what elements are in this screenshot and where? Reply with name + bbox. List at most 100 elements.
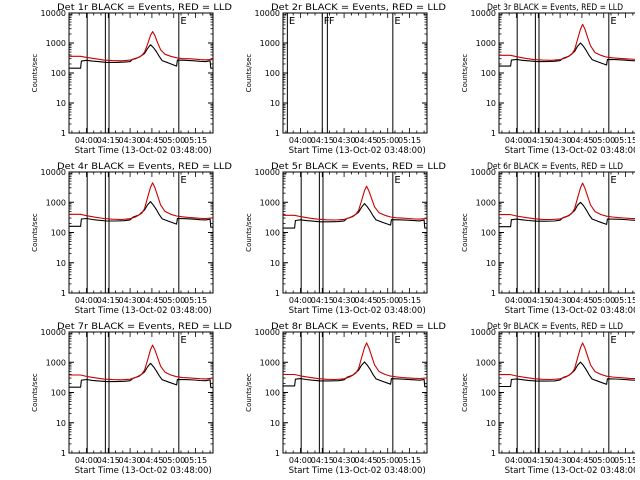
x-tick-label: 04:30 [119, 296, 142, 305]
series-lld-line [69, 31, 214, 62]
panel-3: Det 3r BLACK = Events, RED = LLD 1 10 100 10… [461, 3, 640, 156]
x-tick-label: 04:30 [549, 136, 572, 145]
y-tick-label: 1 [275, 289, 280, 298]
y-tick-label: 10000 [471, 9, 496, 18]
series-events-line [499, 201, 635, 228]
y-tick-label: 1 [491, 449, 496, 458]
plot-frame [498, 12, 635, 134]
y-tick-label: 1000 [260, 198, 280, 207]
y-tick-label: 10000 [255, 9, 280, 18]
x-tick-label: 04:45 [354, 456, 377, 465]
y-tick-label: 1 [61, 289, 66, 298]
x-tick-label: 05:00 [162, 136, 185, 145]
x-tick-label: 04:30 [333, 136, 356, 145]
y-tick-label: 1000 [476, 358, 496, 367]
x-axis-title: Start Time (13-Oct-02 03:48:00) [289, 146, 426, 156]
event-marker-label: E [289, 16, 295, 27]
event-marker-label: E [180, 335, 186, 346]
y-axis-title: Counts/sec [31, 54, 39, 93]
plot-frame [282, 12, 428, 134]
y-axis-title: Counts/sec [461, 213, 469, 252]
series-events-line [69, 362, 213, 389]
x-tick-label: 04:15 [527, 296, 550, 305]
x-tick-label: 04:00 [289, 456, 312, 465]
x-tick-label: 05:00 [592, 136, 615, 145]
y-tick-label: 10 [486, 419, 496, 428]
y-tick-label: 10 [486, 99, 496, 108]
y-tick-label: 10 [270, 99, 280, 108]
y-tick-label: 10000 [255, 328, 280, 337]
x-tick-label: 04:45 [354, 296, 377, 305]
y-tick-label: 1000 [46, 358, 66, 367]
x-tick-label: 05:00 [162, 296, 185, 305]
x-tick-label: 04:30 [333, 296, 356, 305]
x-tick-label: 04:00 [75, 296, 98, 305]
x-axis-title: Start Time (13-Oct-02 03:48:00) [505, 466, 640, 476]
y-axis-title: Counts/sec [245, 213, 253, 252]
panel-title: Det 3r BLACK = Events, RED = LLD [487, 3, 623, 13]
y-tick-label: 1000 [260, 358, 280, 367]
plot-frame [282, 171, 428, 294]
x-tick-label: 04:30 [549, 296, 572, 305]
x-tick-label: 04:45 [140, 456, 163, 465]
x-tick-label: 04:15 [527, 456, 550, 465]
event-marker-label: E [394, 175, 400, 186]
y-tick-label: 1 [275, 129, 280, 138]
series-events-line [283, 203, 427, 229]
x-tick-label: 04:45 [570, 456, 593, 465]
x-axis-title: Start Time (13-Oct-02 03:48:00) [505, 146, 640, 156]
y-tick-label: 10 [486, 259, 496, 268]
panel-9: Det 9r BLACK = Events, RED = LLD 1 10 100 10… [461, 322, 640, 476]
plot-frame [68, 12, 214, 134]
y-tick-label: 1 [61, 449, 66, 458]
x-axis-title: Start Time (13-Oct-02 03:48:00) [75, 306, 212, 316]
x-axis-title: Start Time (13-Oct-02 03:48:00) [289, 306, 426, 316]
x-tick-label: 05:00 [592, 456, 615, 465]
x-tick-label: 04:00 [505, 456, 528, 465]
plot-frame [498, 171, 635, 294]
y-tick-label: 10 [56, 99, 66, 108]
y-tick-label: 100 [481, 229, 496, 238]
x-axis-title: Start Time (13-Oct-02 03:48:00) [75, 466, 212, 476]
series-lld-line [69, 182, 214, 221]
y-tick-label: 10 [270, 259, 280, 268]
y-tick-label: 1 [491, 289, 496, 298]
x-axis-title: Start Time (13-Oct-02 03:48:00) [289, 466, 426, 476]
panel-5: Det 5r BLACK = Events, RED = LLD 1 10 100 10… [245, 162, 447, 316]
panel-title: Det 8r BLACK = Events, RED = LLD [271, 322, 447, 332]
y-axis-title: Counts/sec [245, 373, 253, 412]
event-marker-label: E [394, 335, 400, 346]
y-tick-label: 10000 [471, 328, 496, 337]
y-tick-label: 1000 [260, 39, 280, 48]
x-tick-label: 05:15 [398, 456, 421, 465]
x-tick-label: 05:00 [376, 136, 399, 145]
y-tick-label: 1000 [46, 39, 66, 48]
x-tick-label: 05:15 [184, 456, 207, 465]
series-events-line [69, 201, 213, 228]
panel-title: Det 4r BLACK = Events, RED = LLD [57, 162, 233, 172]
x-tick-label: 04:30 [119, 136, 142, 145]
x-tick-label: 04:15 [97, 456, 120, 465]
x-tick-label: 05:15 [614, 456, 637, 465]
y-tick-label: 1000 [46, 198, 66, 207]
plot-frame [68, 331, 214, 454]
series-lld-line [499, 182, 635, 221]
panel-4: Det 4r BLACK = Events, RED = LLD 1 10 100 10… [31, 162, 233, 316]
x-tick-label: 05:15 [184, 136, 207, 145]
y-tick-label: 100 [51, 229, 66, 238]
x-tick-label: 04:00 [75, 136, 98, 145]
y-tick-label: 10000 [255, 168, 280, 177]
series-events-line [283, 361, 427, 388]
x-tick-label: 04:15 [311, 296, 334, 305]
x-tick-label: 04:00 [75, 456, 98, 465]
y-tick-label: 100 [51, 389, 66, 398]
x-tick-label: 04:30 [119, 456, 142, 465]
y-tick-label: 100 [51, 69, 66, 78]
series-lld-line [283, 185, 428, 221]
y-tick-label: 100 [481, 389, 496, 398]
x-tick-label: 04:30 [549, 456, 572, 465]
series-events-line [69, 44, 213, 69]
x-tick-label: 05:00 [376, 296, 399, 305]
panel-title: Det 5r BLACK = Events, RED = LLD [271, 162, 447, 172]
